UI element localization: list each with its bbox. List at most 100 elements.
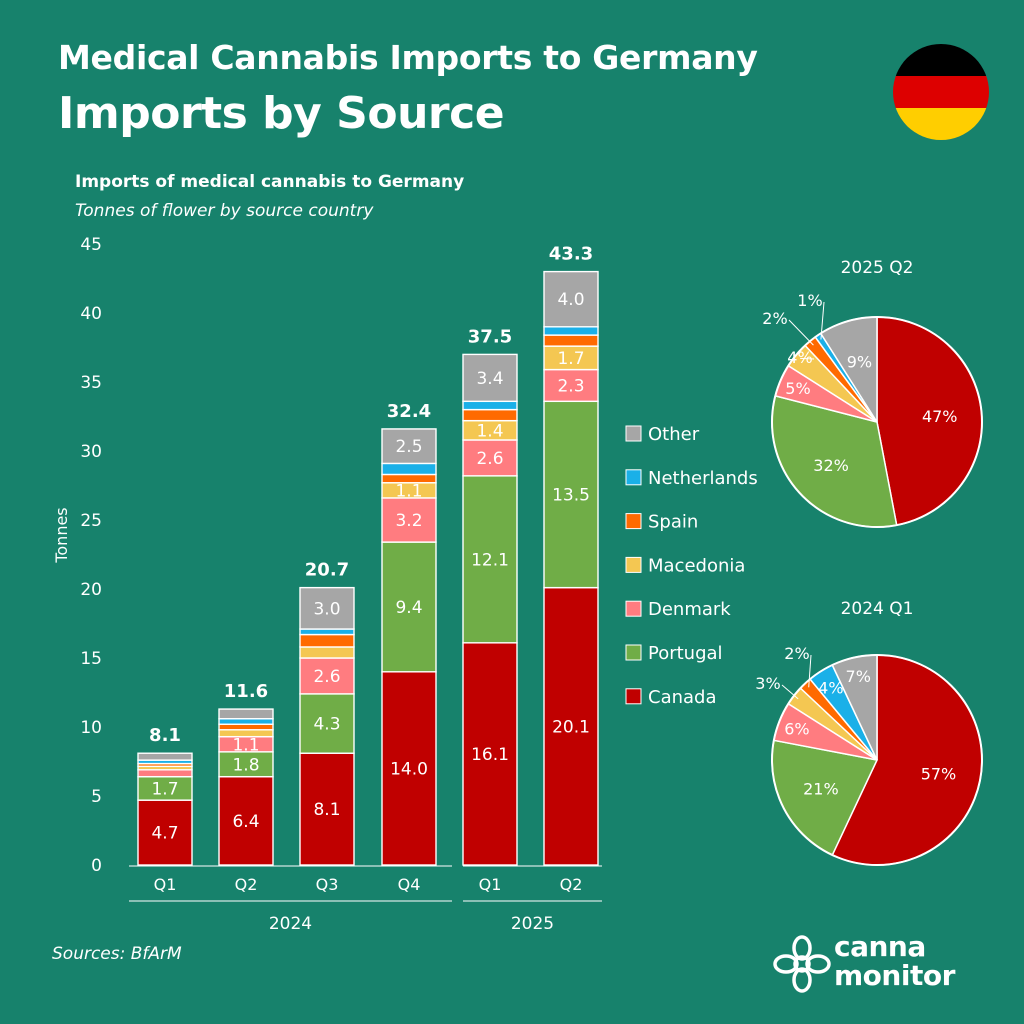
- bar-value-label: 1.8: [232, 755, 259, 775]
- pie-slice-label: 2%: [784, 644, 809, 663]
- bar-segment-canada: [299, 752, 355, 866]
- bar-segment-canada: [218, 775, 274, 866]
- y-tick-label: 0: [91, 856, 102, 876]
- flag-stripe-red: [893, 76, 989, 108]
- x-tick-label: Q1: [154, 875, 177, 894]
- y-tick-label: 45: [80, 235, 102, 255]
- legend-label-canada: Canada: [648, 687, 717, 708]
- bar-value-label: 2.5: [395, 437, 422, 457]
- bar-segment-other: [299, 586, 355, 630]
- bar-segment-other: [381, 428, 437, 465]
- pie-slice-label: 21%: [803, 780, 839, 799]
- y-tick-label: 30: [80, 442, 102, 462]
- legend-label-other: Other: [648, 424, 700, 445]
- bar-value-label: 1.1: [395, 481, 422, 501]
- bar-segment-other: [462, 353, 518, 403]
- bar-segment-macedonia: [218, 729, 274, 738]
- pie-title: 2024 Q1: [841, 599, 914, 619]
- legend-label-netherlands: Netherlands: [648, 468, 758, 489]
- pie-leader-line: [808, 654, 812, 688]
- pie-slice-label: 6%: [784, 719, 809, 738]
- chart-subtitle: Tonnes of flower by source country: [75, 201, 374, 221]
- pie-slice-label: 5%: [785, 379, 810, 398]
- bar-value-label: 4.3: [313, 715, 340, 735]
- bar-value-label: 16.1: [471, 745, 509, 765]
- pie-outline: [771, 316, 983, 528]
- headline: Medical Cannabis Imports to Germany: [58, 38, 758, 77]
- bar-segment-denmark: [381, 497, 437, 543]
- logo-text-line1: canna: [834, 930, 926, 963]
- pie-slice-label: 9%: [847, 353, 872, 372]
- bar-segment-netherlands: [462, 400, 518, 411]
- bar-value-label: 9.4: [395, 598, 422, 618]
- y-tick-label: 35: [80, 373, 102, 393]
- legend-swatch: [625, 600, 642, 617]
- y-tick-label: 25: [80, 511, 102, 531]
- bar-total-label: 37.5: [468, 326, 512, 347]
- bar-segment-netherlands: [218, 718, 274, 725]
- x-tick-label: Q2: [560, 875, 583, 894]
- bar-segment-spain: [462, 408, 518, 422]
- pie-slice-label: 4%: [787, 348, 812, 367]
- logo-text-line2: monitor: [834, 959, 955, 992]
- leaf-pattern-icon: [773, 935, 831, 993]
- bar-value-label: 1.1: [232, 735, 259, 755]
- bar-total-label: 32.4: [387, 401, 431, 422]
- pie-leader-line: [781, 684, 799, 700]
- pie-slice-label: 3%: [755, 674, 780, 693]
- bar-segment-other: [137, 752, 193, 761]
- y-tick-label: 10: [80, 718, 102, 738]
- chart-title: Imports of medical cannabis to Germany: [75, 172, 465, 192]
- bar-segment-spain: [381, 473, 437, 484]
- bar-total-label: 8.1: [149, 725, 181, 746]
- bar-value-label: 3.2: [395, 511, 422, 531]
- pie-slice-label: 4%: [818, 678, 843, 697]
- legend-label-denmark: Denmark: [648, 599, 731, 620]
- bar-value-label: 6.4: [232, 812, 259, 832]
- legend-swatch: [625, 469, 642, 486]
- bar-value-label: 8.1: [313, 800, 340, 820]
- bar-value-label: 14.0: [390, 759, 428, 779]
- pie-slice-label: 2%: [762, 309, 787, 328]
- bar-value-label: 1.7: [557, 349, 584, 369]
- bar-segment-portugal: [381, 541, 437, 673]
- bar-total-label: 11.6: [224, 681, 268, 702]
- bar-value-label: 1.7: [151, 779, 178, 799]
- pie-slice-label: 32%: [813, 456, 849, 475]
- y-tick-label: 40: [80, 304, 102, 324]
- pie-outline: [771, 654, 983, 866]
- bar-segment-netherlands: [543, 326, 599, 336]
- bar-segment-netherlands: [381, 462, 437, 476]
- bar-value-label: 12.1: [471, 550, 509, 570]
- bar-segment-canada: [381, 671, 437, 866]
- bar-value-label: 3.4: [476, 369, 503, 389]
- y-tick-label: 15: [80, 649, 102, 669]
- page-title: Imports by Source: [58, 88, 505, 139]
- bar-segment-portugal: [462, 475, 518, 644]
- pie-leader-line: [800, 357, 815, 360]
- legend-swatch: [625, 688, 642, 705]
- legend-swatch: [625, 513, 642, 530]
- bar-segment-canada: [543, 586, 599, 866]
- bar-segment-other: [543, 270, 599, 328]
- legend-swatch: [625, 556, 642, 573]
- bar-value-label: 4.0: [557, 290, 584, 310]
- bar-total-label: 20.7: [305, 560, 349, 581]
- bar-segment-denmark: [462, 439, 518, 477]
- bar-segment-denmark: [543, 368, 599, 403]
- bar-total-label: 43.3: [549, 244, 593, 265]
- x-tick-label: Q4: [398, 875, 421, 894]
- legend-label-macedonia: Macedonia: [648, 555, 745, 576]
- pie-slice-label: 57%: [921, 765, 957, 784]
- bar-value-label: 4.7: [151, 824, 178, 844]
- pie-slice-label: 1%: [797, 291, 822, 310]
- cannamonitor-logo: canna monitor: [772, 932, 972, 996]
- bar-segment-spain: [299, 633, 355, 648]
- legend-swatch: [625, 425, 642, 442]
- pie-title: 2025 Q2: [841, 258, 914, 278]
- bar-segment-portugal: [543, 400, 599, 589]
- y-tick-label: 20: [80, 580, 102, 600]
- legend-label-spain: Spain: [648, 512, 698, 533]
- bar-segment-spain: [218, 723, 274, 731]
